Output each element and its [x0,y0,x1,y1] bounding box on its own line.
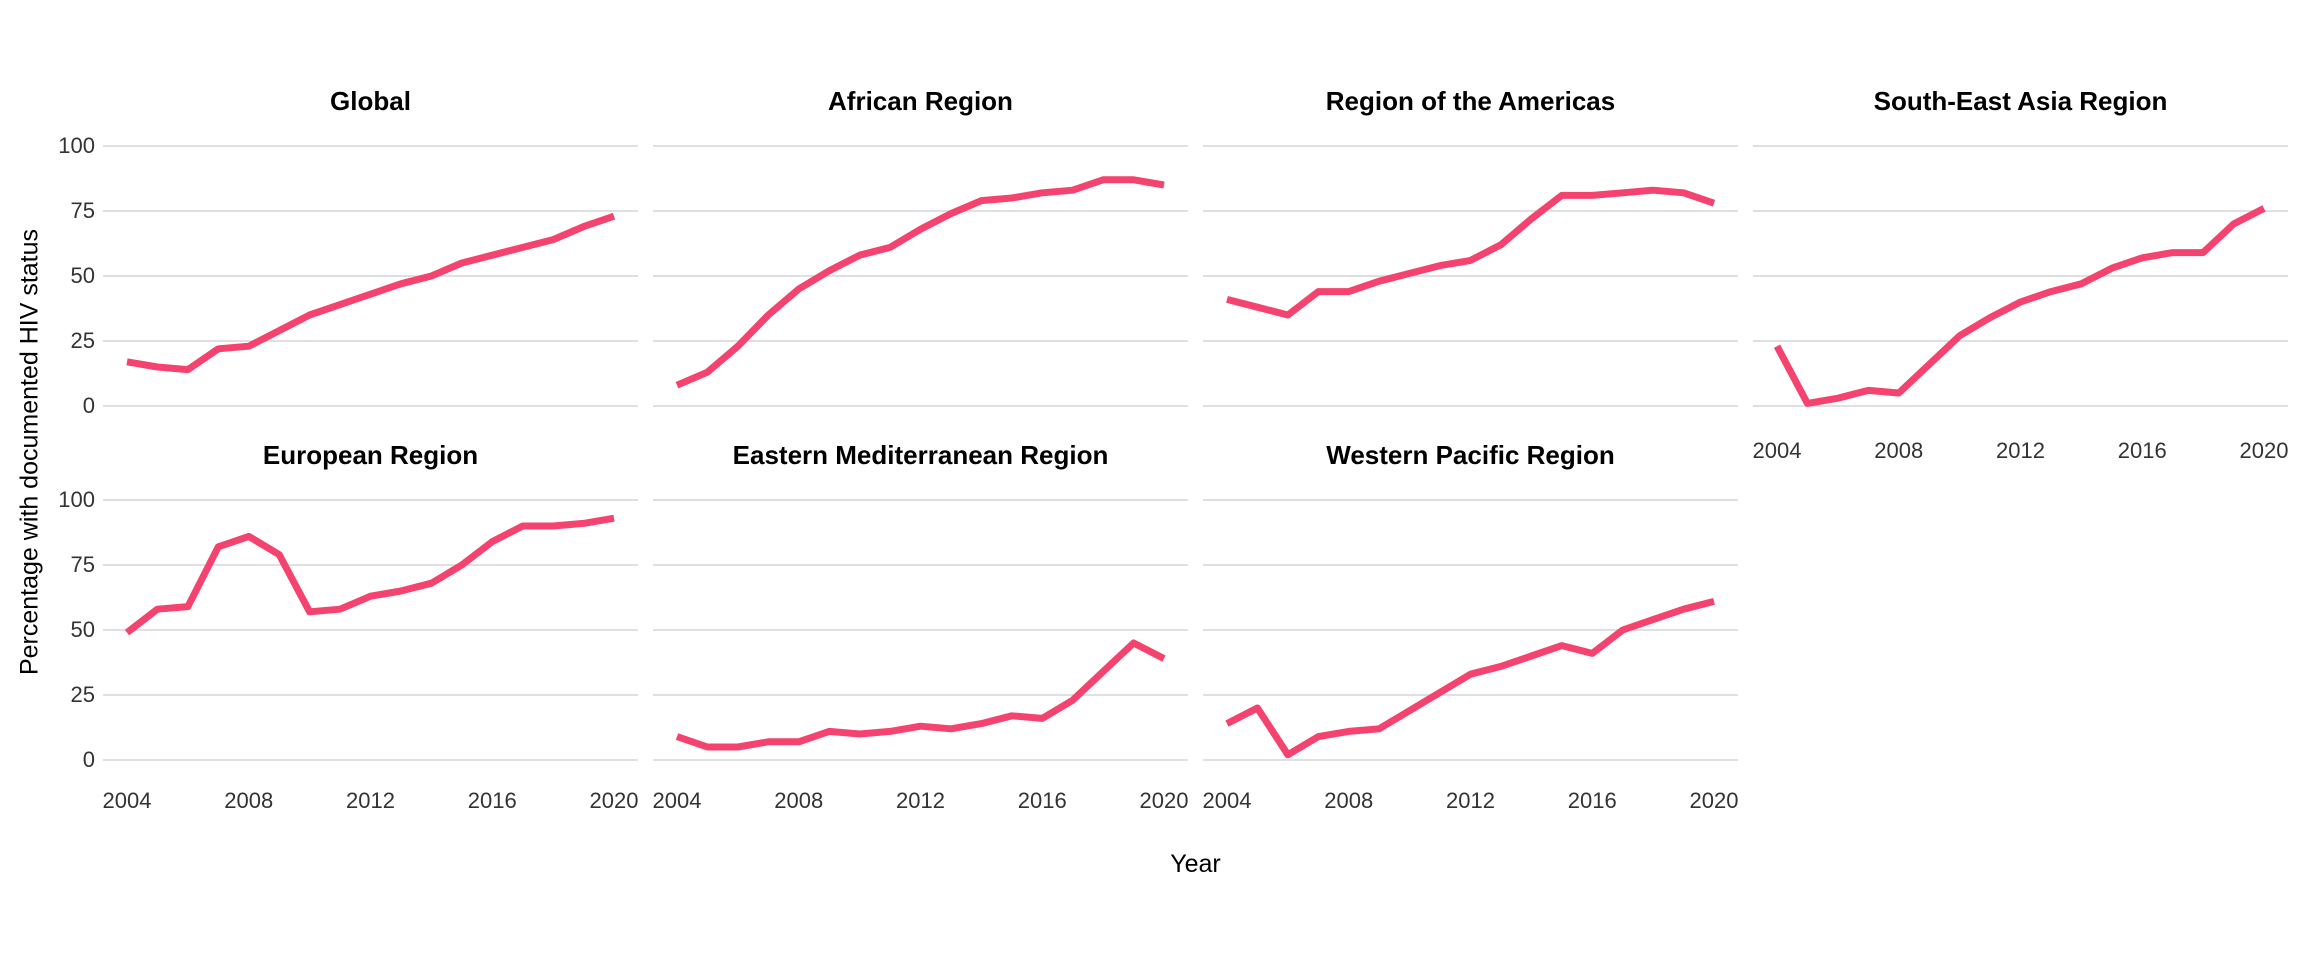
y-tick-label: 100 [58,487,95,512]
y-axis-title: Percentage with documented HIV status [15,228,44,676]
x-tick-label: 2016 [467,788,517,813]
facet-plot [1203,499,1738,761]
y-tick-label: 75 [70,198,95,223]
facet-title: South-East Asia Region [1873,86,2168,116]
facet-title: Global [330,86,411,116]
x-tick-label: 2004 [652,788,702,813]
x-tick-label: 2004 [102,788,152,813]
x-tick-label: 2008 [224,788,274,813]
y-tick-label: 50 [70,263,95,288]
facet-plot [1203,145,1738,407]
facet-plot [1753,145,2288,407]
series-line [1226,186,1716,319]
y-tick-label: 0 [82,747,95,772]
x-tick-label: 2020 [1139,788,1189,813]
series-line [1225,598,1715,759]
x-tick-label: 2012 [1996,438,2045,463]
series-line [675,176,1165,389]
series-line [124,514,615,636]
x-tick-label: 2020 [2239,438,2289,463]
y-tick-label: 50 [70,617,95,642]
x-tick-label: 2016 [1017,788,1067,813]
series-line [1773,205,2266,407]
facet-plot [103,145,638,407]
facet-title: Region of the Americas [1325,86,1616,116]
x-tick-label: 2008 [1874,438,1924,463]
series-line [126,212,616,374]
x-tick-label: 2012 [1446,788,1495,813]
y-tick-label: 0 [82,393,95,418]
facet-plot [653,145,1188,407]
facet-title: Western Pacific Region [1326,440,1615,470]
facet-plot [103,499,638,761]
y-tick-label: 25 [70,328,95,353]
y-tick-label: 100 [58,133,95,158]
facet-title: African Region [828,86,1013,116]
x-tick-label: 2004 [1202,788,1252,813]
x-tick-label: 2016 [1567,788,1617,813]
x-tick-label: 2008 [1324,788,1374,813]
series-line [675,639,1166,751]
x-tick-label: 2008 [774,788,824,813]
x-tick-label: 2020 [1689,788,1739,813]
x-tick-label: 2020 [589,788,639,813]
x-tick-label: 2004 [1752,438,1802,463]
x-axis-title: Year [1170,850,1221,878]
x-tick-label: 2012 [346,788,395,813]
facet-title: Eastern Mediterranean Region [732,440,1109,470]
facet-title: European Region [262,440,479,470]
x-tick-label: 2016 [2117,438,2167,463]
y-tick-label: 25 [70,682,95,707]
y-tick-label: 75 [70,552,95,577]
facet-plot [653,499,1188,761]
x-tick-label: 2012 [896,788,945,813]
